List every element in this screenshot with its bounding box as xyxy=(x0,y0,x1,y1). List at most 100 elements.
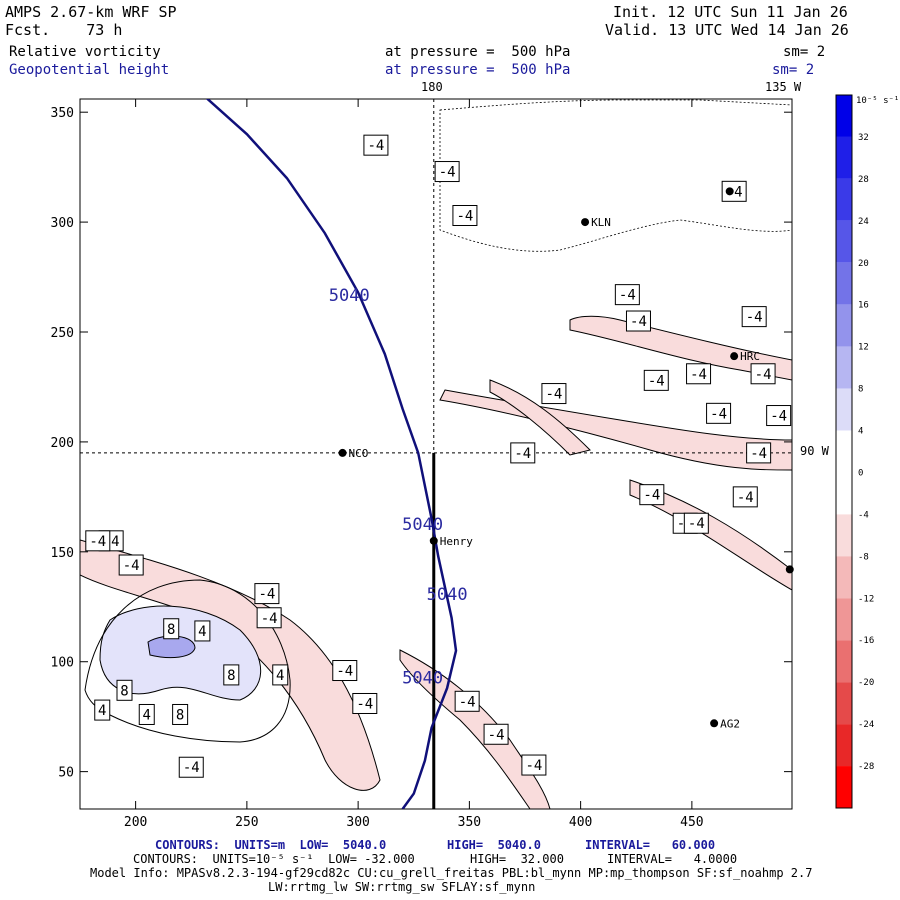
height-contour-label: 5040 xyxy=(402,515,443,535)
positive-vorticity-label-box xyxy=(272,664,289,686)
vorticity-contour-label: -4 xyxy=(510,442,536,464)
vorticity-contour-label-text: -4 xyxy=(367,138,384,154)
vorticity-contour-label: -4 xyxy=(686,363,712,385)
vorticity-contour-label-box xyxy=(639,484,665,506)
station-marker xyxy=(429,536,438,545)
vorticity-contour-label: -4 xyxy=(454,690,480,712)
contours-height-low: CONTOURS: UNITS=m LOW= 5040.0 xyxy=(155,838,387,852)
colorbar-segment xyxy=(836,346,852,389)
valid-time: Valid. 13 UTC Wed 14 Jan 26 xyxy=(605,21,849,39)
x-tick-label: 200 xyxy=(124,815,147,830)
colorbar-tick-label: -4 xyxy=(858,510,869,520)
vorticity-contour-label-text: -4 xyxy=(456,209,473,225)
vorticity-contour-label-box xyxy=(363,134,389,156)
vorticity-contour-label-box xyxy=(766,405,792,427)
colorbar-segment xyxy=(836,178,852,221)
field1-level: at pressure = 500 hPa xyxy=(385,44,571,60)
colorbar-tick-label: 24 xyxy=(858,217,869,227)
vorticity-contour-label: -4 xyxy=(521,754,547,776)
x-tick-label: 250 xyxy=(235,815,258,830)
vorticity-contour-label: -4 xyxy=(434,161,460,183)
vorticity-contour-label-box xyxy=(643,369,669,391)
vorticity-contour-label: -4 xyxy=(614,284,640,306)
positive-vorticity-label: 4 xyxy=(194,620,211,642)
contours-vorticity-high: HIGH= 32.000 xyxy=(470,852,564,866)
colorbar-tick-label: 28 xyxy=(858,175,869,185)
vorticity-contour-label-text: -4 xyxy=(123,558,140,574)
contours-height-interval: INTERVAL= 60.000 xyxy=(585,838,716,852)
positive-vorticity-label: 8 xyxy=(172,703,189,725)
vorticity-contour-label: -4 xyxy=(750,363,776,385)
vorticity-contour-label-box xyxy=(454,690,480,712)
vorticity-contour-label: -4 xyxy=(541,383,567,405)
vorticity-contour-label-text: -4 xyxy=(750,446,767,462)
vorticity-contour-label: -4 xyxy=(118,554,144,576)
vorticity-contour-label: -4 xyxy=(483,723,509,745)
vorticity-contour-label-box xyxy=(118,554,144,576)
contours-height-high: HIGH= 5040.0 xyxy=(447,838,541,852)
vorticity-contour-label-text: -4 xyxy=(619,288,636,304)
y-tick-label: 150 xyxy=(51,546,74,561)
vorticity-contour-label: -4 xyxy=(732,486,758,508)
vorticity-contour-label-text: -4 xyxy=(525,758,542,774)
vorticity-contour-label-box xyxy=(706,402,732,424)
positive-vorticity-label-text: 8 xyxy=(167,622,175,638)
positive-vorticity-label-box xyxy=(116,679,133,701)
positive-vorticity-label-box xyxy=(223,664,240,686)
field2-smoothing: sm= 2 xyxy=(772,62,815,78)
model-info: Model Info: MPASv8.2.3-194-gf29cd82c CU:… xyxy=(90,866,813,880)
vorticity-contour-label: -4 xyxy=(85,530,111,552)
height-contour-label: 5040 xyxy=(329,286,370,306)
vorticity-contour-label-box xyxy=(256,607,282,629)
y-tick-label: 350 xyxy=(51,106,74,121)
vorticity-contour-label: -4 xyxy=(706,402,732,424)
vorticity-contour-label-box xyxy=(434,161,460,183)
positive-vorticity-label: 4 xyxy=(138,703,155,725)
station-marker xyxy=(730,352,739,361)
positive-vorticity-label-text: 4 xyxy=(143,707,151,723)
vorticity-contour-label-box xyxy=(352,692,378,714)
contours-vorticity-low: CONTOURS: UNITS=10⁻⁵ s⁻¹ LOW= -32.000 xyxy=(133,852,415,866)
positive-vorticity-label: 8 xyxy=(116,679,133,701)
positive-vorticity-label-text: 4 xyxy=(198,624,206,640)
vorticity-contour-label-box xyxy=(721,180,747,202)
x-tick-label: 300 xyxy=(346,815,369,830)
colorbar-tick-label: 32 xyxy=(858,133,869,143)
vorticity-contour-label-box xyxy=(483,723,509,745)
vorticity-contour-label-text: -4 xyxy=(755,367,772,383)
vorticity-contour-label-box xyxy=(452,205,478,227)
colorbar-segment xyxy=(836,598,852,641)
vorticity-contour-label-box xyxy=(750,363,776,385)
contours-vorticity-interval: INTERVAL= 4.0000 xyxy=(607,852,738,866)
positive-vorticity-label-box xyxy=(138,703,155,725)
model-title: AMPS 2.67-km WRF SP xyxy=(5,3,177,21)
vorticity-contour-label-text: -4 xyxy=(630,314,647,330)
field2-name: Geopotential height xyxy=(9,62,170,78)
vorticity-contour-label: -4 xyxy=(625,310,651,332)
vorticity-contour-label: -4 xyxy=(178,756,204,778)
colorbar-segment xyxy=(836,556,852,599)
colorbar-segment xyxy=(836,304,852,347)
colorbar-segment xyxy=(836,95,852,137)
vorticity-contour-label-text: -4 xyxy=(261,611,278,627)
vorticity-contour-label: -4 xyxy=(746,442,772,464)
vorticity-contour-label: -4 xyxy=(643,369,669,391)
vorticity-contour-label-text: -4 xyxy=(439,165,456,181)
vorticity-contour-label-box xyxy=(178,756,204,778)
colorbar-segment xyxy=(836,766,852,808)
colorbar-tick-label: -8 xyxy=(858,552,869,562)
positive-vorticity-label-text: 8 xyxy=(176,707,184,723)
colorbar-segment xyxy=(836,430,852,473)
outer-vorticity-contour xyxy=(84,579,291,743)
vorticity-contour-label-box xyxy=(732,486,758,508)
vorticity-contour-label: -4 xyxy=(452,205,478,227)
positive-vorticity-core xyxy=(147,635,196,659)
vorticity-contour-label-text: -4 xyxy=(89,534,106,550)
colorbar-segment xyxy=(836,220,852,263)
height-contour-5040 xyxy=(205,99,458,809)
y-tick-label: 300 xyxy=(51,216,74,231)
vorticity-contour-label-text: -4 xyxy=(459,694,476,710)
vorticity-contour-label-box xyxy=(510,442,536,464)
colorbar-tick-label: -20 xyxy=(858,678,874,688)
plot-frame xyxy=(79,98,793,810)
